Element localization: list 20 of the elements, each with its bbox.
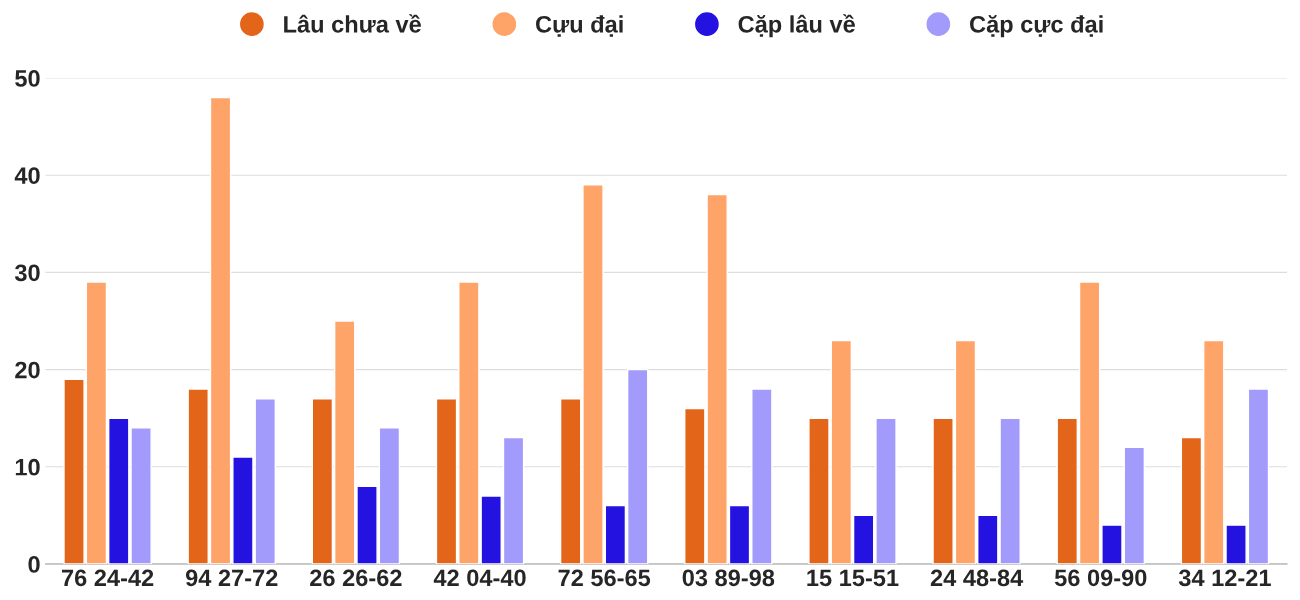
- legend-label: Lâu chưa về: [284, 14, 421, 33]
- x-tick-label: 56 09-90: [1054, 569, 1147, 587]
- y-tick-label: 40: [14, 167, 40, 184]
- legend-label: Cặp cực đại: [970, 15, 1103, 38]
- legend-label: Cựu đại: [536, 15, 623, 37]
- y-tick-label: 30: [14, 264, 40, 282]
- x-tick-label: 34 12-21: [1178, 569, 1271, 587]
- y-tick-label: 0: [28, 556, 40, 573]
- x-tick-label: 24 48-84: [930, 569, 1024, 587]
- y-tick-label: 10: [15, 458, 40, 476]
- x-tick-label: 72 56-65: [558, 569, 651, 587]
- legend-label: Cặp lâu về: [738, 14, 855, 38]
- x-tick-label: 76 24-42: [61, 569, 154, 587]
- x-tick-label: 03 89-98: [682, 569, 775, 587]
- x-tick-label: 26 26-62: [310, 569, 402, 587]
- y-tick-label: 20: [15, 361, 40, 379]
- x-tick-label: 42 04-40: [433, 569, 526, 587]
- y-tick-label: 50: [15, 70, 40, 87]
- x-tick-label: 15 15-51: [807, 569, 899, 587]
- x-tick-label: 94 27-72: [185, 569, 278, 587]
